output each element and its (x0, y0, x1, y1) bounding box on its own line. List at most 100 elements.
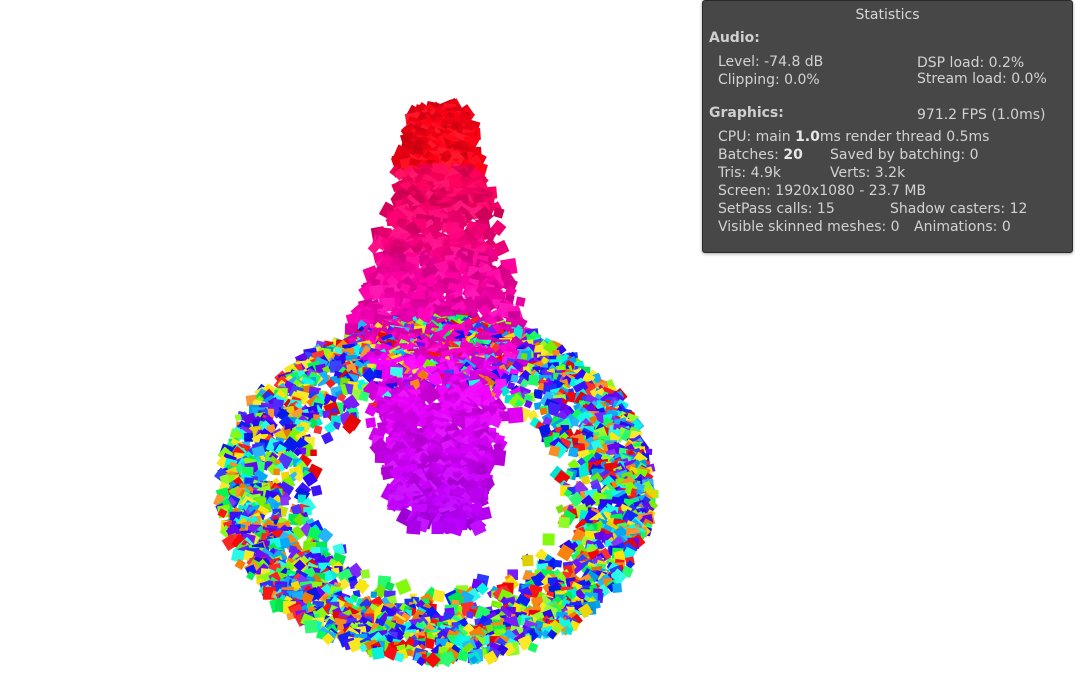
particle-cube (424, 652, 441, 668)
particle-cube (483, 228, 497, 242)
graphics-animations: Animations: 0 (914, 219, 1011, 235)
particle-cube (423, 637, 436, 650)
particle-cube (386, 498, 401, 512)
graphics-tris: Tris: 4.9k (718, 165, 781, 181)
audio-dsp-load: DSP load: 0.2% (917, 55, 1025, 71)
batches-value: 20 (783, 147, 803, 163)
particle-cube (564, 626, 573, 635)
particle-cube (310, 449, 317, 457)
particle-cube (547, 629, 558, 640)
statistics-panel: Statistics Audio: Level: -74.8 dB DSP lo… (702, 0, 1073, 253)
particle-cube (370, 591, 378, 599)
particle-cube (488, 414, 503, 429)
particle-cube (302, 471, 318, 487)
particle-cube (548, 445, 561, 457)
particle-cube (230, 428, 243, 442)
particle-cube (396, 498, 410, 511)
particle-cube (483, 650, 499, 666)
particle-cube (568, 446, 579, 458)
particle-cube (489, 448, 507, 467)
graphics-shadow-casters: Shadow casters: 12 (890, 201, 1028, 217)
graphics-cpu: CPU: main 1.0ms render thread 0.5ms (718, 129, 989, 146)
particle-cube (293, 559, 306, 572)
cpu-suffix: ms render thread 0.5ms (819, 129, 990, 145)
particle-cube (353, 578, 370, 595)
particle-cube (321, 632, 335, 646)
audio-section-header: Audio: (709, 30, 760, 46)
particle-cube (612, 583, 623, 594)
particle-cube (304, 619, 318, 634)
particle-cube (394, 652, 405, 663)
particle-cube (406, 519, 422, 535)
particle-cube (533, 402, 542, 410)
particle-cube (234, 558, 246, 571)
particle-cube (563, 488, 573, 498)
particle-cube (358, 390, 370, 402)
particle-cube (541, 629, 551, 639)
particle-cube (546, 401, 562, 417)
particle-cube (245, 564, 258, 577)
particle-cube (395, 578, 412, 596)
particle-cube (431, 521, 444, 534)
particle-cube (515, 296, 526, 307)
particle-cube (528, 374, 539, 386)
particle-cube (475, 582, 489, 596)
particle-cube (337, 393, 347, 403)
particle-cube (520, 352, 528, 360)
particle-cube (320, 431, 334, 445)
particle-cube (300, 591, 315, 606)
particle-cube (554, 559, 563, 568)
particle-cube (523, 399, 533, 409)
particle-cube (625, 560, 635, 569)
particle-cube (323, 421, 337, 435)
graphics-fps: 971.2 FPS (1.0ms) (917, 107, 1046, 123)
particle-cube (558, 516, 570, 529)
graphics-visible-skinned-meshes: Visible skinned meshes: 0 (718, 219, 900, 235)
statistics-title: Statistics (855, 7, 920, 23)
particle-cube (507, 406, 524, 424)
particle-cube (246, 571, 256, 581)
particle-cube (456, 649, 470, 662)
particle-cube (436, 638, 448, 651)
particle-cube (347, 638, 363, 653)
batches-prefix: Batches: (718, 147, 784, 163)
particle-cube (243, 432, 254, 443)
particle-cube (290, 503, 303, 516)
particle-cube (571, 418, 580, 427)
audio-stream-load: Stream load: 0.0% (917, 71, 1047, 87)
graphics-setpass-calls: SetPass calls: 15 (718, 201, 835, 217)
audio-level: Level: -74.8 dB (718, 54, 824, 70)
particle-cube (364, 404, 378, 417)
graphics-batches: Batches: 20 (718, 147, 803, 164)
particle-cube (279, 537, 291, 550)
graphics-saved-by-batching: Saved by batching: 0 (830, 147, 979, 163)
particle-cube (469, 655, 479, 665)
audio-clipping: Clipping: 0.0% (718, 72, 820, 88)
particle-cube (499, 385, 511, 397)
particle-cube (522, 554, 534, 567)
particle-cube (313, 425, 323, 435)
cpu-main-value: 1.0 (795, 129, 820, 145)
graphics-screen: Screen: 1920x1080 - 23.7 MB (718, 183, 927, 199)
particle-cube (367, 241, 381, 255)
particle-cube (556, 544, 575, 562)
particle-cube (568, 491, 585, 508)
particle-cube (577, 603, 594, 619)
particle-cube (384, 581, 395, 592)
particle-cube (393, 167, 407, 181)
particle-cube (493, 207, 505, 219)
particle-cube (427, 388, 441, 402)
particle-cube (342, 419, 357, 435)
particle-cube (577, 457, 586, 467)
particle-cube (217, 508, 228, 519)
particle-cube (286, 612, 295, 621)
particle-cube (416, 656, 426, 667)
particle-cube (443, 521, 457, 535)
particle-cube (514, 399, 524, 409)
particle-cube (477, 506, 492, 521)
particle-cube (523, 393, 533, 404)
particle-cube (438, 651, 455, 668)
particle-cube (266, 424, 277, 434)
particle-cube (221, 533, 239, 552)
particle-cube (605, 540, 612, 547)
